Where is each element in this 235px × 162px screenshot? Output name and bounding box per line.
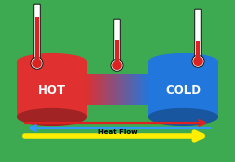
Ellipse shape: [111, 59, 123, 71]
Ellipse shape: [192, 55, 204, 67]
Ellipse shape: [17, 108, 87, 126]
Text: COLD: COLD: [165, 84, 201, 97]
FancyBboxPatch shape: [34, 4, 40, 61]
Bar: [196, 41, 200, 58]
Ellipse shape: [148, 108, 218, 126]
Ellipse shape: [17, 53, 87, 71]
FancyBboxPatch shape: [195, 9, 201, 59]
Ellipse shape: [32, 58, 42, 68]
Ellipse shape: [193, 57, 203, 66]
Bar: [115, 40, 119, 62]
Text: Heat Flow: Heat Flow: [98, 129, 137, 135]
Ellipse shape: [31, 57, 43, 69]
FancyBboxPatch shape: [114, 19, 120, 63]
Text: HOT: HOT: [38, 84, 66, 97]
Bar: [148, 62, 218, 117]
Bar: [35, 17, 39, 60]
Bar: [17, 62, 87, 117]
Ellipse shape: [148, 53, 218, 71]
Ellipse shape: [112, 60, 122, 70]
